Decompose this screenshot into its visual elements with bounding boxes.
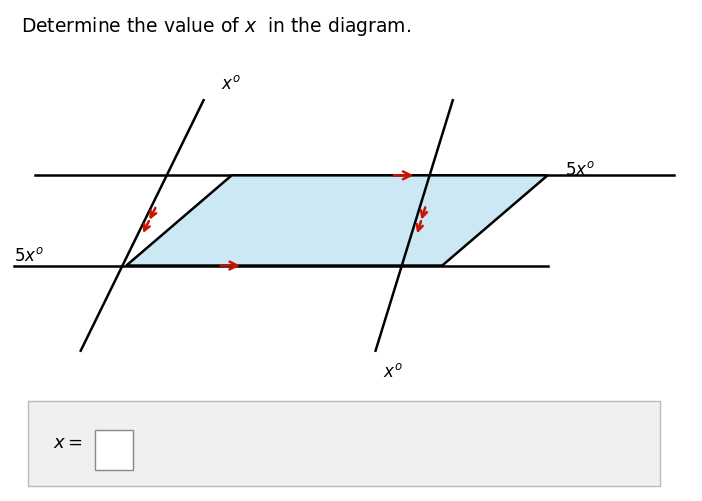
FancyBboxPatch shape <box>28 401 660 486</box>
Polygon shape <box>126 175 548 266</box>
Text: $x^o$: $x^o$ <box>221 75 241 93</box>
FancyBboxPatch shape <box>95 430 133 470</box>
Text: Determine the value of $x$  in the diagram.: Determine the value of $x$ in the diagra… <box>21 15 411 38</box>
Text: $5x^o$: $5x^o$ <box>565 161 595 179</box>
Text: $x^o$: $x^o$ <box>383 363 402 381</box>
Text: $5x^o$: $5x^o$ <box>14 246 44 265</box>
Text: $x=$: $x=$ <box>53 434 82 452</box>
